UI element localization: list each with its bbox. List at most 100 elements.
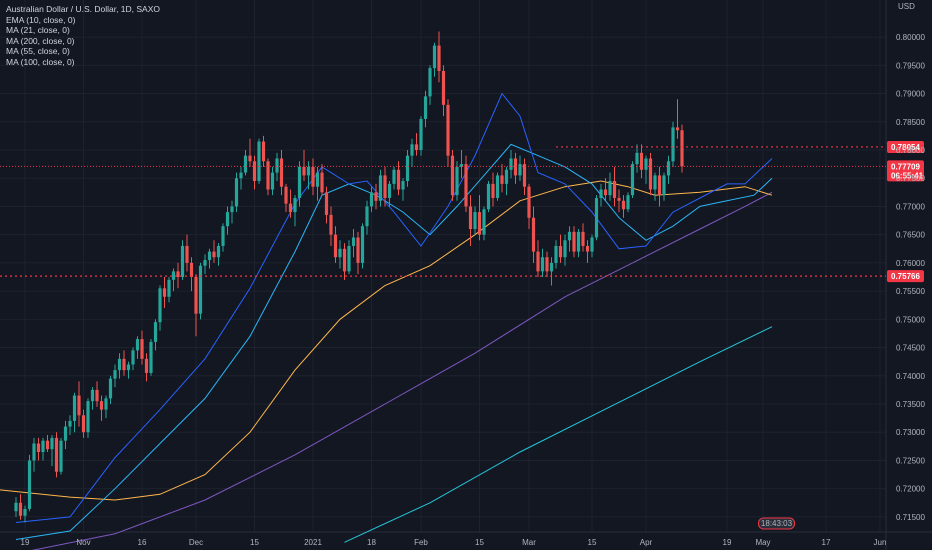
candle[interactable] [108,375,113,404]
candle[interactable] [581,223,585,252]
candle[interactable] [594,195,599,241]
candle[interactable] [180,240,185,280]
candle[interactable] [135,336,140,359]
candle[interactable] [338,240,342,269]
candle[interactable] [185,234,189,272]
candle[interactable] [257,138,261,184]
candle[interactable] [144,353,149,382]
candle[interactable] [117,353,122,379]
candle[interactable] [288,189,293,218]
candle[interactable] [477,195,482,241]
candle[interactable] [639,144,644,179]
candle[interactable] [167,277,171,303]
candle[interactable] [513,152,518,184]
candle[interactable] [95,381,99,407]
candle[interactable] [90,387,95,410]
candle[interactable] [230,200,234,224]
candle[interactable] [333,226,338,263]
candle[interactable] [356,231,360,275]
candle[interactable] [270,166,275,196]
price-axis[interactable]: 0.80000 0.79500 0.79000 0.78500 0.78000 0.775… [896,33,925,522]
candle[interactable] [630,161,635,198]
candle[interactable] [554,240,558,269]
candle[interactable] [432,42,437,77]
candle[interactable] [176,262,180,289]
candle[interactable] [360,223,365,269]
candle[interactable] [122,350,126,376]
indicator-ma200[interactable]: MA (200, close, 0) [6,35,75,46]
candle[interactable] [32,437,36,472]
candle[interactable] [500,164,504,193]
candle[interactable] [365,200,369,235]
candle[interactable] [54,432,59,478]
candle[interactable] [608,172,612,201]
candle[interactable] [468,195,473,246]
candle[interactable] [401,178,405,201]
candle[interactable] [279,150,284,196]
candle[interactable] [72,392,77,433]
candle[interactable] [648,152,653,196]
candle[interactable] [320,164,324,196]
candle[interactable] [248,138,252,167]
candle[interactable] [194,274,198,337]
candle[interactable] [563,234,567,266]
candle[interactable] [405,150,410,187]
indicator-ma55[interactable]: MA (55, close, 0) [6,46,70,56]
candle[interactable] [419,116,423,156]
candle[interactable] [18,494,23,520]
candle[interactable] [527,183,531,230]
candle[interactable] [27,454,32,512]
candle[interactable] [153,319,158,351]
candle[interactable] [86,398,90,438]
candle[interactable] [329,206,333,246]
candle[interactable] [482,206,486,241]
candle[interactable] [680,124,684,173]
candle[interactable] [644,155,648,184]
candle[interactable] [77,381,81,427]
candle[interactable] [428,65,432,105]
candle[interactable] [243,150,248,176]
candle[interactable] [383,166,387,207]
candle[interactable] [491,172,495,207]
candle[interactable] [567,226,572,252]
candle[interactable] [599,183,603,207]
candle[interactable] [378,169,383,207]
candle[interactable] [486,181,491,213]
candle[interactable] [617,189,621,213]
candle[interactable] [347,240,351,275]
candle[interactable] [63,420,68,450]
candle[interactable] [50,435,54,467]
candle[interactable] [104,395,108,419]
candles[interactable] [14,31,684,523]
candle[interactable] [234,172,239,213]
candle[interactable] [171,268,176,292]
candle[interactable] [576,229,581,258]
candle[interactable] [473,206,477,235]
candle[interactable] [284,183,288,213]
indicator-ma100[interactable]: MA (100, close, 0) [6,56,75,67]
candle[interactable] [149,339,153,376]
candle[interactable] [657,166,662,207]
candle[interactable] [68,415,72,436]
candle[interactable] [45,435,50,452]
candle[interactable] [351,229,356,258]
candle[interactable] [266,158,270,196]
candle[interactable] [446,99,450,167]
candle[interactable] [522,158,527,196]
candle[interactable] [275,152,279,182]
candle[interactable] [306,161,311,190]
candle[interactable] [216,243,221,266]
candle[interactable] [396,161,401,196]
candle[interactable] [549,257,554,286]
candle[interactable] [635,144,639,173]
candle[interactable] [342,243,347,280]
candle[interactable] [531,206,536,263]
candle[interactable] [189,257,194,292]
candle[interactable] [455,161,459,201]
candle[interactable] [99,395,104,421]
candle[interactable] [324,186,329,224]
candle[interactable] [459,150,464,179]
candle[interactable] [297,161,302,207]
